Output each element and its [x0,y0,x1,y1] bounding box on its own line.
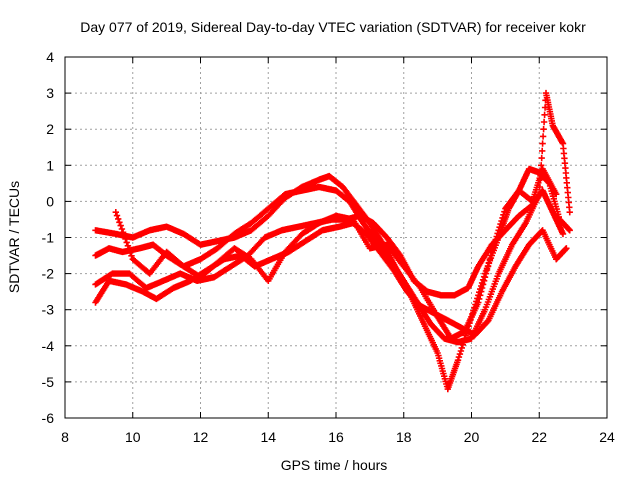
data-series [92,89,573,393]
series-track-2 [92,89,573,346]
x-tick-label: 16 [328,429,344,445]
series-track-5 [112,165,560,342]
y-tick-label: 2 [46,121,54,137]
x-tick-label: 20 [464,429,480,445]
plus-markers [112,165,560,342]
x-tick-label: 22 [531,429,547,445]
grid-lines [65,57,607,418]
x-tick-label: 24 [599,429,615,445]
y-tick-label: -3 [42,302,55,318]
y-tick-label: -2 [42,266,55,282]
x-tick-label: 12 [193,429,209,445]
x-tick-label: 10 [125,429,141,445]
y-tick-label: 1 [46,157,54,173]
y-tick-label: -6 [42,410,55,426]
y-axis-label: SDTVAR / TECUs [6,181,22,293]
x-tick-label: 14 [260,429,276,445]
y-tick-label: 0 [46,193,54,209]
y-axis-ticks: 4 3 2 1 0 -1 -2 -3 -4 -5 -6 [42,49,607,426]
x-axis-label: GPS time / hours [281,457,388,473]
y-tick-label: -1 [42,230,55,246]
y-tick-label: 4 [46,49,54,65]
y-tick-label: -5 [42,374,55,390]
y-tick-label: -4 [42,338,55,354]
chart-title: Day 077 of 2019, Sidereal Day-to-day VTE… [80,19,586,35]
plus-markers [92,89,573,346]
x-axis-ticks: 8 10 12 14 16 18 20 22 24 [61,57,615,445]
x-tick-label: 18 [396,429,412,445]
y-tick-label: 3 [46,85,54,101]
x-tick-label: 8 [61,429,69,445]
